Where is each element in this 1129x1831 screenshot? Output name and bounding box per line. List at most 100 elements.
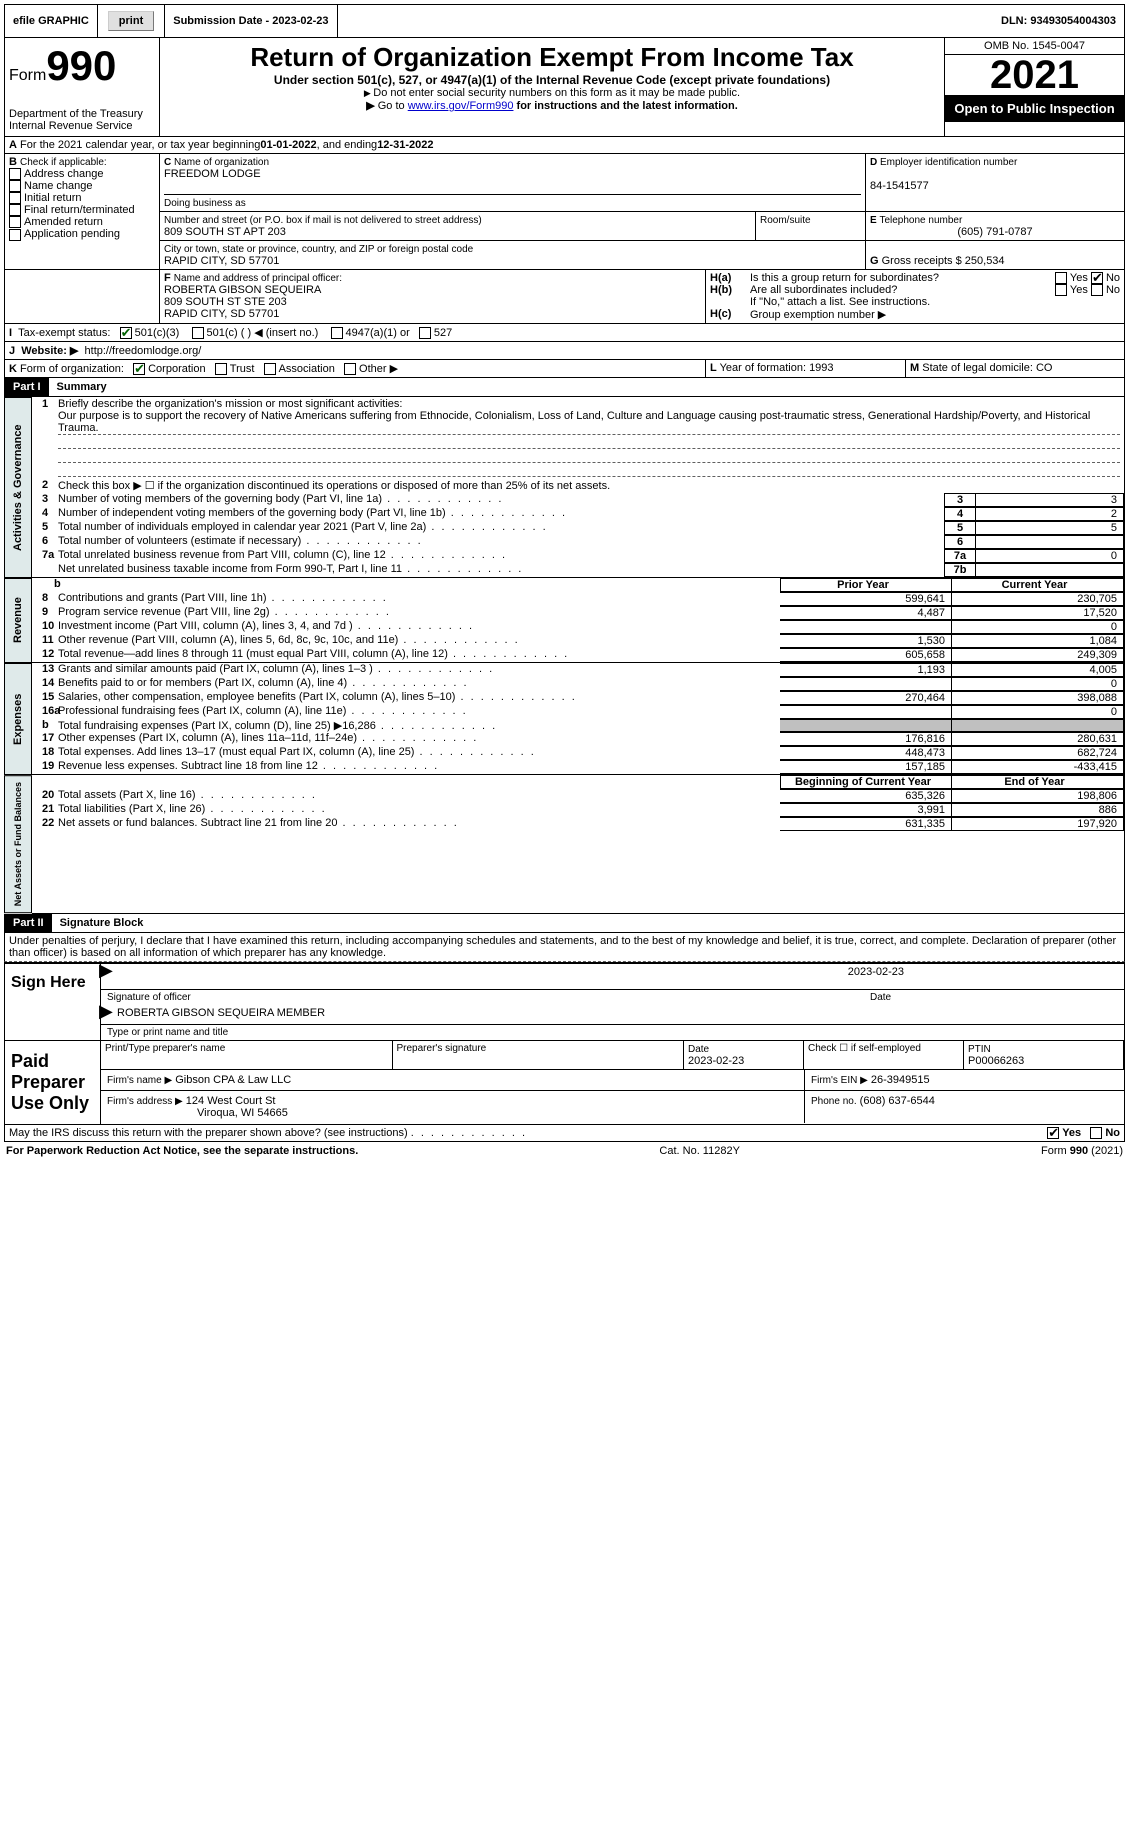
discuss-no[interactable] — [1090, 1127, 1102, 1139]
ha-no[interactable] — [1091, 272, 1103, 284]
hb-note: If "No," attach a list. See instructions… — [710, 296, 1120, 308]
val-4: 2 — [976, 507, 1124, 521]
line-k: K Form of organization: Corporation Trus… — [4, 360, 705, 378]
line-l: L Year of formation: 1993 — [705, 360, 905, 378]
org-name-label: Name of organization — [174, 157, 269, 168]
hb-yes[interactable] — [1055, 284, 1067, 296]
pp-self-employed: Check ☐ if self-employed — [804, 1041, 964, 1070]
website-value: http://freedomlodge.org/ — [85, 345, 202, 357]
form-title: Return of Organization Exempt From Incom… — [164, 42, 940, 73]
chk-527[interactable] — [419, 327, 431, 339]
prior-8: 599,641 — [780, 592, 952, 606]
sig-date: 2023-02-23 — [848, 966, 904, 978]
discuss-yes[interactable] — [1047, 1127, 1059, 1139]
line-j: J Website: ▶ http://freedomlodge.org/ — [4, 342, 1125, 360]
chk-initial-return[interactable] — [9, 192, 21, 204]
rownum-3: 3 — [944, 493, 976, 507]
val-5: 5 — [976, 521, 1124, 535]
line2-text: Check this box ▶ ☐ if the organization d… — [58, 479, 1120, 492]
ssn-warning: Do not enter social security numbers on … — [164, 87, 940, 99]
irs-link-line: ▶ Go to www.irs.gov/Form990 for instruct… — [164, 99, 940, 112]
open-inspection: Open to Public Inspection — [945, 95, 1124, 122]
ein-value: 84-1541577 — [870, 180, 929, 192]
prior-21: 3,991 — [780, 803, 952, 817]
curr-8: 230,705 — [952, 592, 1124, 606]
firm-addr1: 124 West Court St — [186, 1095, 276, 1107]
entity-block: B Check if applicable: Address change Na… — [4, 154, 1125, 270]
chk-application-pending[interactable] — [9, 229, 21, 241]
firm-name: Gibson CPA & Law LLC — [175, 1074, 291, 1086]
hc-label: Group exemption number ▶ — [750, 308, 886, 321]
prior-17: 176,816 — [780, 732, 952, 746]
curr-18: 682,724 — [952, 746, 1124, 760]
firm-addr2: Viroqua, WI 54665 — [107, 1107, 288, 1119]
name-title-label: Type or print name and title — [101, 1025, 1124, 1040]
curr-12: 249,309 — [952, 648, 1124, 662]
chk-address-change[interactable] — [9, 168, 21, 180]
chk-amended-return[interactable] — [9, 216, 21, 228]
line-a: A For the 2021 calendar year, or tax yea… — [4, 137, 1125, 154]
form-number: Form990 — [9, 42, 155, 90]
prior-22: 631,335 — [780, 817, 952, 831]
phone-label: Telephone number — [879, 215, 962, 226]
curr-9: 17,520 — [952, 606, 1124, 620]
officer-street: 809 SOUTH ST STE 203 — [164, 296, 287, 308]
dba-label: Doing business as — [164, 198, 246, 209]
city-value: RAPID CITY, SD 57701 — [164, 255, 279, 267]
chk-corporation[interactable] — [133, 363, 145, 375]
check-if-applicable: Check if applicable: — [20, 157, 107, 168]
street-label: Number and street (or P.O. box if mail i… — [164, 215, 482, 226]
curr-22: 197,920 — [952, 817, 1124, 831]
cat-no: Cat. No. 11282Y — [659, 1145, 740, 1157]
ptin-value: P00066263 — [968, 1055, 1024, 1067]
prior-9: 4,487 — [780, 606, 952, 620]
netassets-section: Net Assets or Fund Balances Beginning of… — [4, 775, 1125, 913]
col-begin-year: Beginning of Current Year — [780, 775, 952, 789]
hb-no[interactable] — [1091, 284, 1103, 296]
irs-link[interactable]: www.irs.gov/Form990 — [408, 100, 514, 112]
chk-other[interactable] — [344, 363, 356, 375]
submission-date: Submission Date - 2023-02-23 — [165, 5, 337, 37]
sign-here: Sign Here — [5, 964, 100, 1040]
rownum-5: 5 — [944, 521, 976, 535]
chk-final-return[interactable] — [9, 204, 21, 216]
revenue-section: Revenue b Prior Year Current Year 8 Cont… — [4, 578, 1125, 663]
chk-trust[interactable] — [215, 363, 227, 375]
chk-501c3[interactable] — [120, 327, 132, 339]
part1-header: Part ISummary — [4, 378, 1125, 397]
col-prior-year: Prior Year — [780, 578, 952, 592]
perjury-declaration: Under penalties of perjury, I declare th… — [4, 933, 1125, 962]
prior-13: 1,193 — [780, 663, 952, 677]
efile-label: efile GRAPHIC — [5, 5, 98, 37]
prior-16a — [780, 705, 952, 719]
ha-question: Is this a group return for subordinates? — [750, 272, 1055, 284]
curr-21: 886 — [952, 803, 1124, 817]
firm-phone: (608) 637-6544 — [860, 1095, 935, 1107]
curr-15: 398,088 — [952, 691, 1124, 705]
date-label: Date — [864, 990, 1124, 1005]
chk-name-change[interactable] — [9, 180, 21, 192]
print-button[interactable]: print — [108, 11, 154, 31]
officer-city: RAPID CITY, SD 57701 — [164, 308, 279, 320]
line-i: I Tax-exempt status: 501(c)(3) 501(c) ( … — [4, 324, 1125, 342]
gross-receipts-value: 250,534 — [965, 255, 1005, 267]
vtab-netassets: Net Assets or Fund Balances — [4, 775, 32, 913]
chk-association[interactable] — [264, 363, 276, 375]
dept-treasury: Department of the Treasury — [9, 108, 155, 120]
col-end-year: End of Year — [952, 775, 1124, 789]
sig-officer-label: Signature of officer — [101, 990, 864, 1005]
chk-4947[interactable] — [331, 327, 343, 339]
rownum-6: 6 — [944, 535, 976, 549]
form-header: Form990 Department of the Treasury Inter… — [4, 38, 1125, 137]
curr-19: -433,415 — [952, 760, 1124, 774]
ha-yes[interactable] — [1055, 272, 1067, 284]
hb-question: Are all subordinates included? — [750, 284, 1055, 296]
vtab-revenue: Revenue — [4, 578, 32, 663]
officer-label: Name and address of principal officer: — [174, 273, 342, 284]
rownum-7b: 7b — [944, 563, 976, 577]
prior-10 — [780, 620, 952, 634]
pp-sig-label: Preparer's signature — [393, 1041, 685, 1070]
ein-label: Employer identification number — [880, 157, 1017, 168]
prior-11: 1,530 — [780, 634, 952, 648]
chk-501c[interactable] — [192, 327, 204, 339]
